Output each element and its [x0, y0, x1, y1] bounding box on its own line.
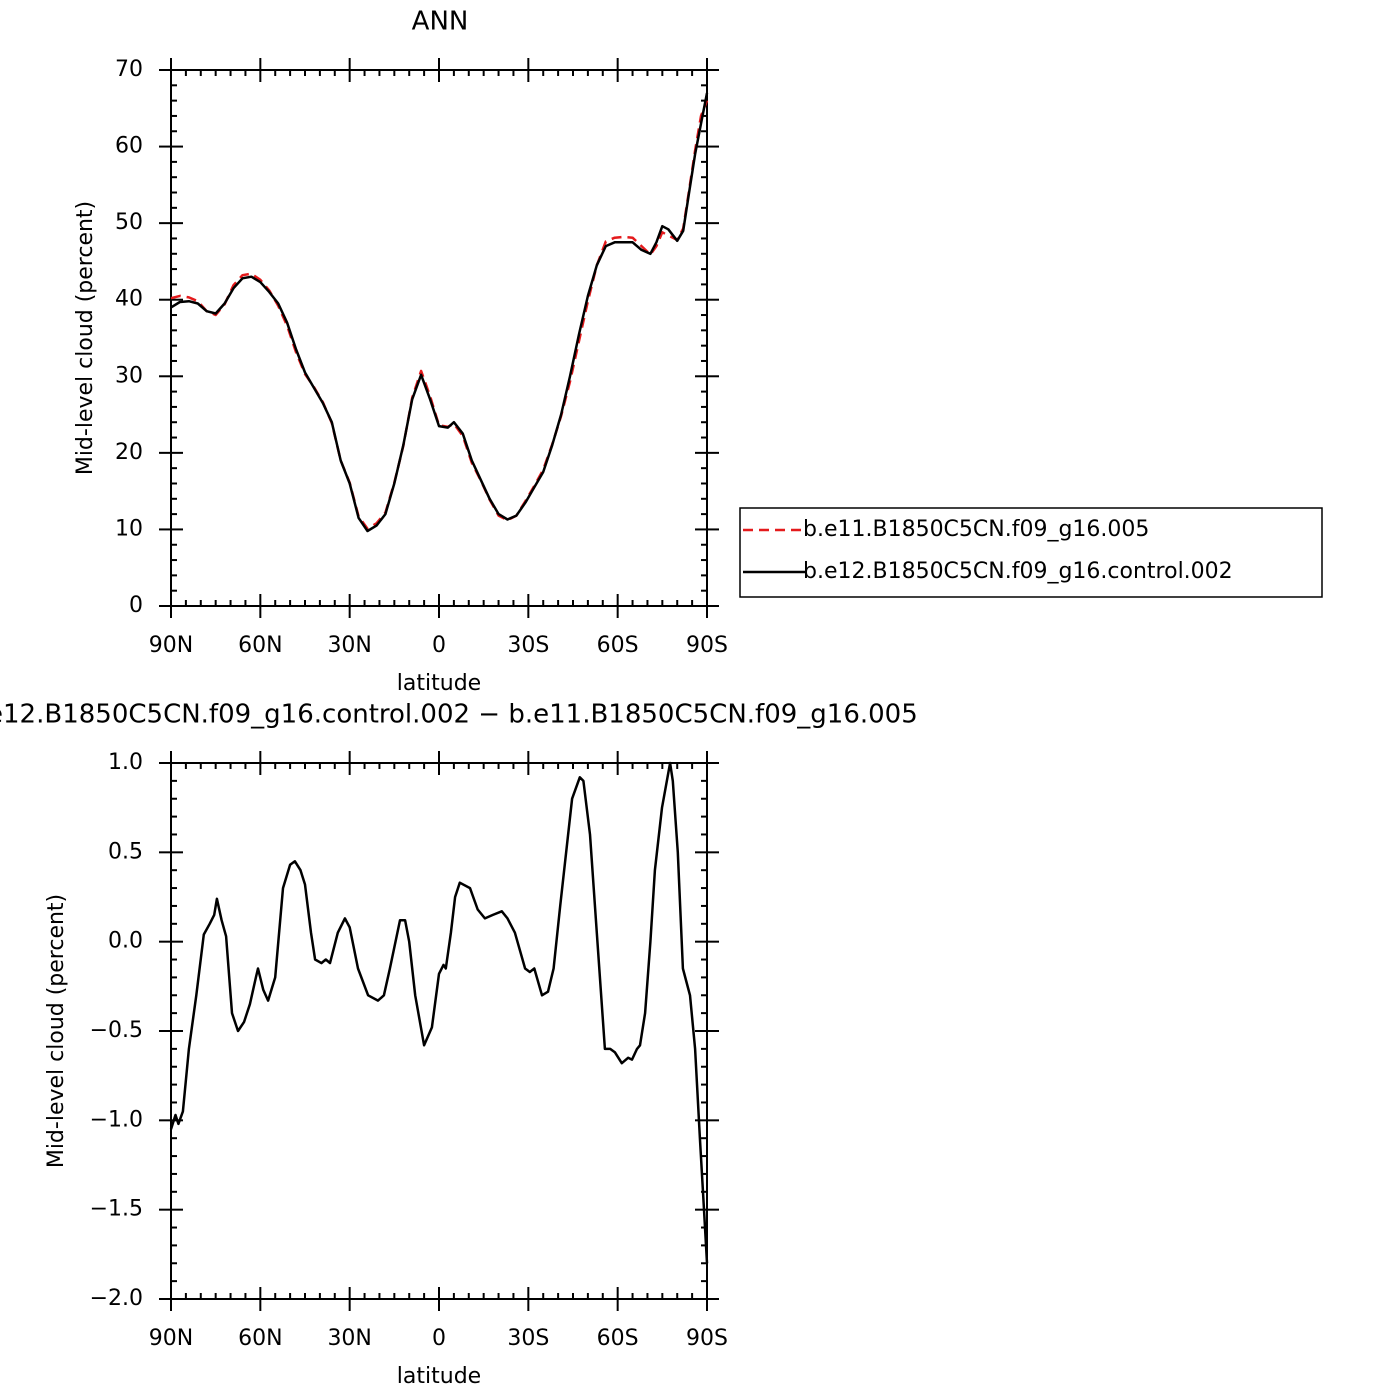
x-tick-label: 60N: [238, 1326, 282, 1351]
y-tick-label: 0.0: [108, 929, 143, 954]
x-tick-label: 60N: [238, 633, 282, 658]
data-line: [170, 92, 709, 533]
x-tick-label: 60S: [597, 633, 639, 658]
y-tick-label: 40: [115, 287, 143, 312]
y-tick-label: −1.0: [90, 1107, 143, 1132]
x-tick-label: 30N: [327, 633, 371, 658]
y-tick-label: 10: [115, 516, 143, 541]
legend-label: b.e12.B1850C5CN.f09_g16.control.002: [803, 559, 1233, 584]
x-tick-label: 30N: [327, 1326, 371, 1351]
y-axis-title: Mid-level cloud (percent): [73, 201, 98, 475]
y-tick-label: −1.5: [90, 1197, 143, 1222]
x-tick-label: 30S: [507, 1326, 549, 1351]
plot-frame: [170, 69, 708, 607]
legend-box: [739, 507, 1323, 598]
y-tick-label: 20: [115, 440, 143, 465]
data-line: [170, 100, 709, 530]
x-tick-label: 0: [432, 633, 446, 658]
chart-title: b.e12.B1850C5CN.f09_g16.control.002 − b.…: [0, 700, 918, 730]
y-tick-label: 0.5: [108, 839, 143, 864]
y-tick-label: −2.0: [90, 1286, 143, 1311]
y-tick-label: 1.0: [108, 750, 143, 775]
x-tick-label: 90S: [686, 1326, 728, 1351]
plot-frame: [170, 762, 708, 1300]
y-tick-label: 30: [115, 363, 143, 388]
y-tick-label: 70: [115, 57, 143, 82]
x-axis-title: latitude: [397, 671, 481, 696]
x-tick-label: 30S: [507, 633, 549, 658]
y-axis-title: Mid-level cloud (percent): [44, 894, 69, 1168]
x-tick-label: 60S: [597, 1326, 639, 1351]
x-tick-label: 90N: [149, 633, 193, 658]
x-tick-label: 90S: [686, 633, 728, 658]
x-tick-label: 90N: [149, 1326, 193, 1351]
y-tick-label: 60: [115, 134, 143, 159]
legend-label: b.e11.B1850C5CN.f09_g16.005: [803, 517, 1149, 542]
chart-title: ANN: [412, 7, 469, 37]
data-line: [169, 761, 709, 1264]
y-tick-label: 0: [129, 593, 143, 618]
x-axis-title: latitude: [397, 1364, 481, 1389]
y-tick-label: 50: [115, 210, 143, 235]
x-tick-label: 0: [432, 1326, 446, 1351]
y-tick-label: −0.5: [90, 1018, 143, 1043]
